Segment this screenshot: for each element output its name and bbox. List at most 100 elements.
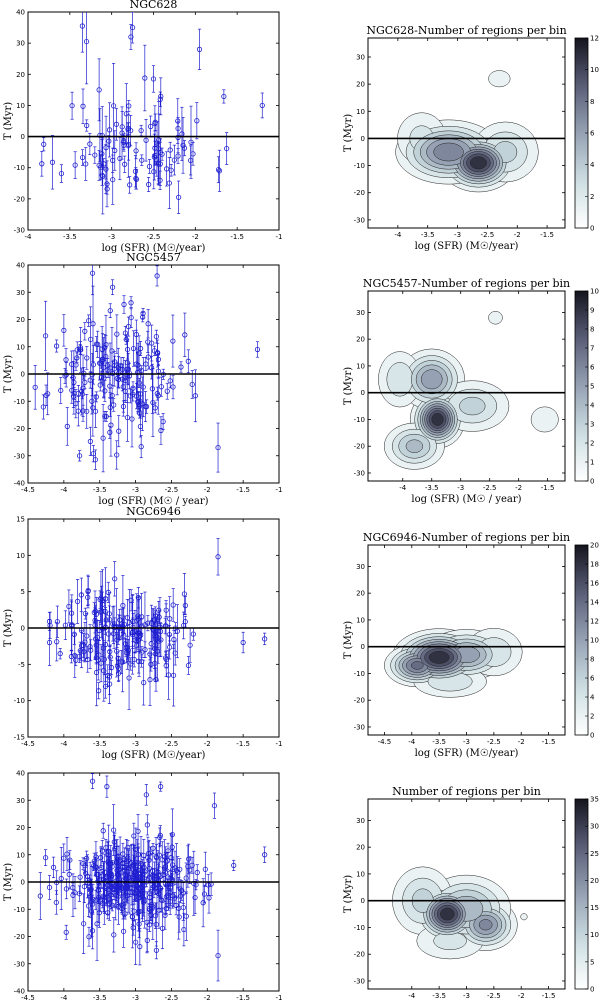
contour-fill [384, 627, 523, 698]
y-tick-label: 20 [356, 336, 365, 344]
data-point [45, 391, 51, 397]
data-point [135, 362, 141, 368]
data-point [127, 182, 133, 188]
data-point [215, 167, 222, 173]
data-point [80, 860, 86, 867]
x-axis-label: log (SFR) (M☉ / year) [411, 494, 521, 505]
data-point [148, 365, 155, 371]
data-point [64, 851, 70, 857]
data-point [99, 848, 105, 854]
data-point [68, 653, 74, 660]
data-point [63, 372, 69, 378]
x-tick-label: -4 [408, 738, 416, 746]
y-axis-label: T (Myr) [3, 863, 14, 901]
data-point [103, 617, 109, 623]
data-point [262, 636, 268, 642]
data-point [152, 152, 158, 159]
data-point [147, 922, 153, 928]
data-point [116, 884, 122, 890]
colorbar-tick-label: 9 [590, 307, 594, 315]
data-point [70, 375, 76, 381]
data-point [107, 865, 113, 871]
data-point [190, 631, 196, 637]
x-tick-label: -3 [108, 233, 115, 241]
data-point [107, 654, 113, 660]
data-point [85, 903, 92, 909]
data-point [154, 273, 160, 279]
x-tick-label: -4.5 [21, 486, 35, 494]
data-point [120, 928, 127, 934]
data-point [101, 656, 107, 662]
data-point [262, 852, 268, 858]
data-point [115, 863, 121, 870]
x-tick-label: -1.5 [236, 740, 250, 748]
data-point [116, 624, 122, 630]
x-tick-label: -2.5 [487, 992, 501, 1000]
x-tick-label: -2 [515, 484, 522, 492]
x-tick-label: -2 [204, 740, 211, 748]
data-point [196, 46, 203, 52]
data-point [137, 398, 143, 405]
data-point [119, 366, 126, 373]
data-point [120, 659, 126, 665]
data-point [74, 598, 81, 604]
data-point [155, 356, 162, 362]
data-point [77, 453, 83, 459]
colorbar-tick-label: 4 [590, 402, 595, 410]
scatter-panel-3: -4.5 -4 -3.5 -3 -2.5 -2 -1.5 -1 -15 -10 -5 0 5 10 15 NG… [3, 505, 282, 761]
data-point [160, 418, 166, 425]
data-point [136, 380, 142, 386]
data-point [63, 357, 69, 363]
colorbar-tick-label: 6 [590, 364, 595, 372]
data-point [110, 103, 117, 109]
data-point [104, 784, 110, 790]
colorbar-tick-label: 0 [590, 732, 594, 740]
data-point [146, 865, 152, 872]
plot-title: Number of regions per bin [392, 785, 541, 798]
data-point [70, 885, 76, 891]
x-tick-label: -1.5 [542, 738, 556, 746]
data-point [122, 330, 129, 336]
data-point [187, 642, 193, 648]
y-tick-label: 40 [16, 9, 25, 17]
colorbar-tick-label: 3 [590, 421, 594, 429]
data-point [103, 145, 109, 151]
data-point [175, 153, 181, 159]
data-point [129, 630, 136, 636]
y-tick-label: 30 [16, 40, 25, 48]
x-tick-label: -1.5 [236, 486, 250, 494]
x-axis-label: log (SFR) (M☉/year) [102, 750, 206, 761]
x-tick-label: -2.5 [165, 994, 179, 1000]
data-point [158, 784, 164, 790]
colorbar-tick-label: 4 [590, 161, 595, 169]
x-tick-label: -4 [399, 484, 407, 492]
data-point [146, 163, 153, 170]
data-point [122, 161, 128, 167]
data-point [165, 848, 171, 854]
colorbar-tick-label: 7 [590, 345, 594, 353]
x-tick-label: -4 [60, 740, 68, 748]
data-point [118, 870, 124, 876]
y-axis-label: T (Myr) [3, 102, 14, 140]
data-point [129, 24, 136, 31]
colorbar-tick-label: 4 [590, 694, 595, 702]
y-tick-label: -10 [14, 697, 25, 705]
data-point [104, 874, 110, 880]
data-point [98, 855, 104, 861]
data-point [115, 363, 122, 369]
x-axis-label: log (SFR) (M☉/year) [415, 748, 519, 759]
x-tick-label: -1.5 [230, 233, 244, 241]
colorbar-tick-label: 35 [590, 796, 599, 804]
data-point [143, 792, 149, 798]
data-points [46, 538, 268, 710]
data-point [137, 908, 143, 915]
data-point [129, 913, 136, 920]
data-point [140, 384, 146, 390]
x-tick-label: -1 [276, 233, 283, 241]
data-point [180, 904, 186, 911]
data-point [149, 386, 155, 392]
y-tick-label: -10 [354, 162, 365, 170]
data-point [40, 404, 46, 410]
data-point [164, 388, 170, 394]
data-point [73, 657, 79, 663]
